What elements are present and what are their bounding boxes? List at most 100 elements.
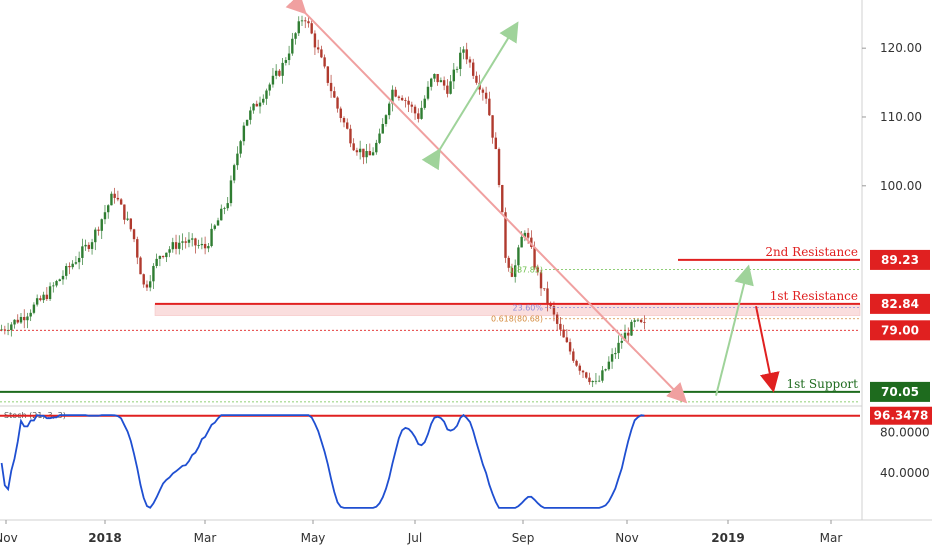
candle-body [19,316,23,323]
candle-body [184,241,187,243]
candle-body [16,319,19,323]
candle-body [471,62,475,76]
time-tick-label: Mar [194,531,217,545]
candle-body [475,75,478,83]
candle-body [103,212,107,220]
candle-body [23,316,26,321]
fib-label: 0.618(80.68) [491,315,543,324]
indicator-badge-value: 96.3478 [874,409,929,423]
candle-body [190,238,194,240]
candle-body [203,243,207,249]
candle-body [446,85,449,94]
candle-body [178,242,181,249]
candle-body [339,108,342,119]
candle-body [462,49,465,53]
candle-body [604,369,607,371]
candle-body [123,204,126,220]
candle-body [229,180,233,204]
candle-body [575,360,578,366]
candle-body [639,319,643,323]
candle-body [252,103,255,111]
candle-body [352,143,355,151]
candle-body [258,102,262,107]
candle-body [84,244,87,247]
candle-body [232,165,236,181]
candle-body [165,252,168,258]
candle-body [439,80,443,83]
candle-body [404,100,407,102]
candle-body [168,249,171,253]
candle-body [484,92,488,99]
candle-body [200,243,204,246]
candle-body [10,324,13,331]
candle-body [58,279,61,282]
candle-body [313,33,317,48]
candle-body [394,89,397,97]
level-badge [870,249,930,270]
candle-body [433,73,436,79]
projected-up-arrow [715,264,754,396]
candle-body [220,208,223,221]
candle-body [45,294,49,300]
candle-body [136,239,139,258]
candle-body [236,153,239,166]
candle-body [591,381,594,383]
candle-body [291,38,294,54]
candle-body [271,75,275,85]
up-swing-arrow [421,21,519,171]
candle-body [116,197,120,200]
candle-body [346,122,349,129]
candle-body [565,337,569,343]
candle-body [132,229,136,240]
candle-body [255,103,258,107]
candle-body [29,312,32,317]
candle-body [581,370,585,373]
candle-body [110,193,113,206]
candle-body [242,125,246,142]
candle-body [630,321,633,336]
candle-body [287,53,291,61]
candle-body [546,288,549,304]
candle-body [597,380,601,382]
candle-body [300,20,304,22]
candle-body [585,372,588,378]
time-tick-label: Mar [820,531,843,545]
candle-body [268,84,271,91]
candle-body [355,150,359,153]
candle-body [310,23,313,34]
candle-body [365,151,368,158]
level-label: 2nd Resistance [765,245,858,259]
candle-body [145,284,149,288]
level-badge-value: 70.05 [881,385,919,399]
time-tick-label: Nov [615,531,638,545]
candle-body [100,219,103,231]
candle-body [481,89,485,93]
candle-body [97,229,100,231]
time-tick-label: Nov [0,531,18,545]
candle-body [413,106,417,114]
candle-body [407,100,410,105]
candle-body [113,193,116,198]
candle-body [52,285,55,287]
indicator-badge [870,406,932,425]
candle-body [320,49,323,58]
time-tick-label: Jul [407,531,422,545]
level-badge-value: 82.84 [881,297,919,311]
candle-body [294,33,297,39]
candle-body [71,263,74,268]
candle-body [26,316,29,321]
candle-body [207,246,210,249]
candle-body [249,110,252,120]
candle-body [578,365,581,371]
candle-body [181,241,184,243]
candle-body [520,236,523,248]
price-tick-label: 110.00 [880,110,922,124]
price-axis: 89.23 82.84 79.00 70.05 120.00 110.00 100.00 [862,41,930,402]
candle-body [155,258,158,266]
candle-body [213,225,216,229]
candle-body [568,342,572,352]
candle-body [148,281,152,288]
candle-body [245,119,249,126]
candle-body [126,218,129,220]
